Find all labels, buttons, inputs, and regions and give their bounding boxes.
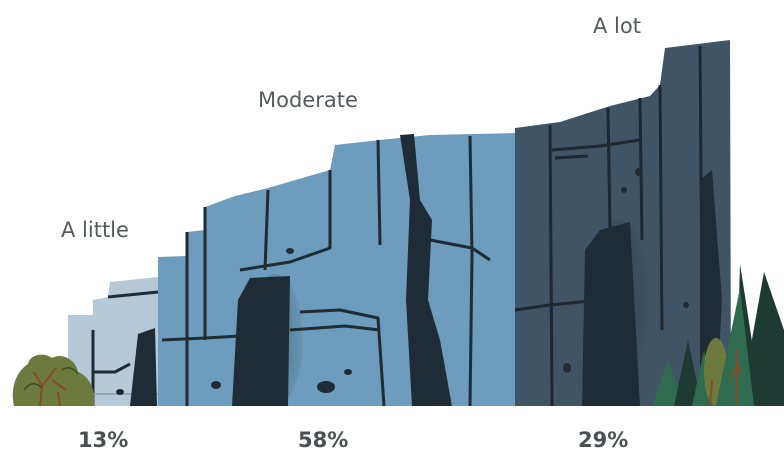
- value-label-a-little: 13%: [78, 428, 129, 452]
- category-label-a-little: A little: [61, 218, 129, 242]
- rock-holes: [116, 168, 689, 395]
- forest-illustration: [652, 264, 784, 407]
- value-label-a-lot: 29%: [578, 428, 629, 452]
- value-label-moderate: 58%: [298, 428, 349, 452]
- shrub-illustration: [12, 354, 95, 407]
- category-label-a-lot: A lot: [593, 14, 641, 38]
- category-label-moderate: Moderate: [258, 88, 358, 112]
- rock-shading: [247, 220, 650, 406]
- bar-moderate: [158, 133, 518, 406]
